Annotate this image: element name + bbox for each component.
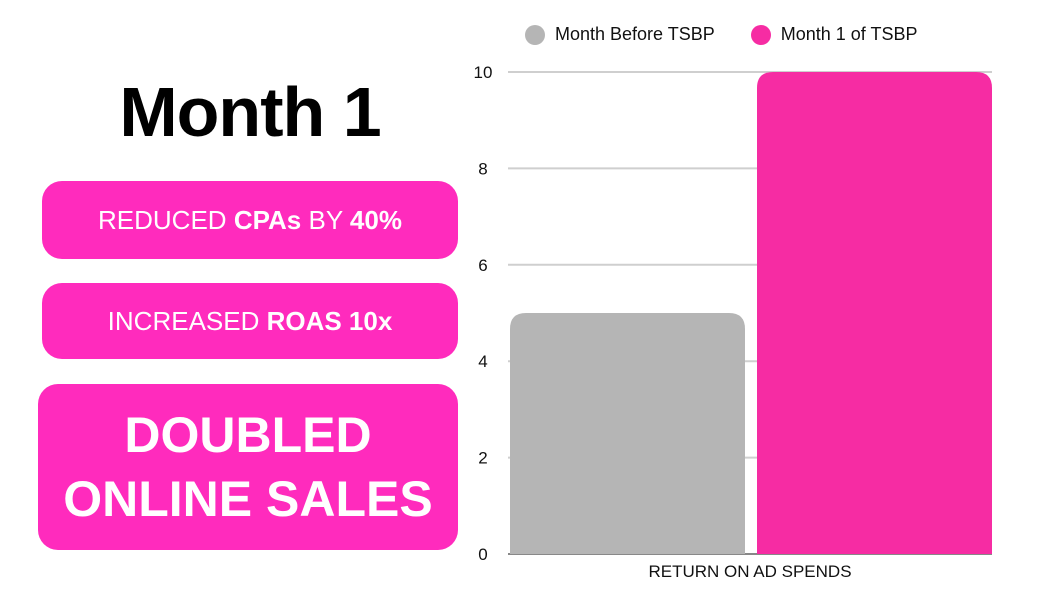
x-category-label: RETURN ON AD SPENDS <box>648 562 851 581</box>
cpa-text-2: CPAs <box>233 204 302 235</box>
bar-month1 <box>757 72 992 554</box>
cpa-box: REDUCED CPAs BY 40% <box>42 181 458 259</box>
y-tick-label: 8 <box>478 159 487 178</box>
cpa-text-4: 40% <box>349 204 402 235</box>
y-tick-label: 10 <box>474 63 493 82</box>
legend-label-month1: Month 1 of TSBP <box>780 24 918 44</box>
legend-dot-before <box>525 24 545 45</box>
legend-item-month1: Month 1 of TSBP <box>750 24 918 45</box>
y-tick-label: 0 <box>478 545 487 564</box>
legend-label-before: Month Before TSBP <box>555 24 715 44</box>
legend-item-before: Month Before TSBP <box>525 24 715 45</box>
roas-text-2: ROAS 10x <box>266 305 393 336</box>
legend-dot-month1 <box>750 24 771 45</box>
y-tick-label: 6 <box>478 256 487 275</box>
y-tick-label: 4 <box>478 352 487 371</box>
roas-text-1: INCREASED <box>107 305 267 336</box>
page-title: Month 1 <box>119 73 381 151</box>
bar-before <box>510 313 745 554</box>
y-tick-label: 2 <box>478 449 487 468</box>
sales-line-2: ONLINE SALES <box>63 471 433 527</box>
cpa-text-3: BY <box>301 204 350 235</box>
roas-box: INCREASED ROAS 10x <box>42 283 458 359</box>
chart-legend: Month Before TSBP Month 1 of TSBP <box>525 24 918 45</box>
sales-box: DOUBLED ONLINE SALES <box>38 384 458 550</box>
cpa-text-1: REDUCED <box>98 204 234 235</box>
sales-line-1: DOUBLED <box>124 407 372 463</box>
